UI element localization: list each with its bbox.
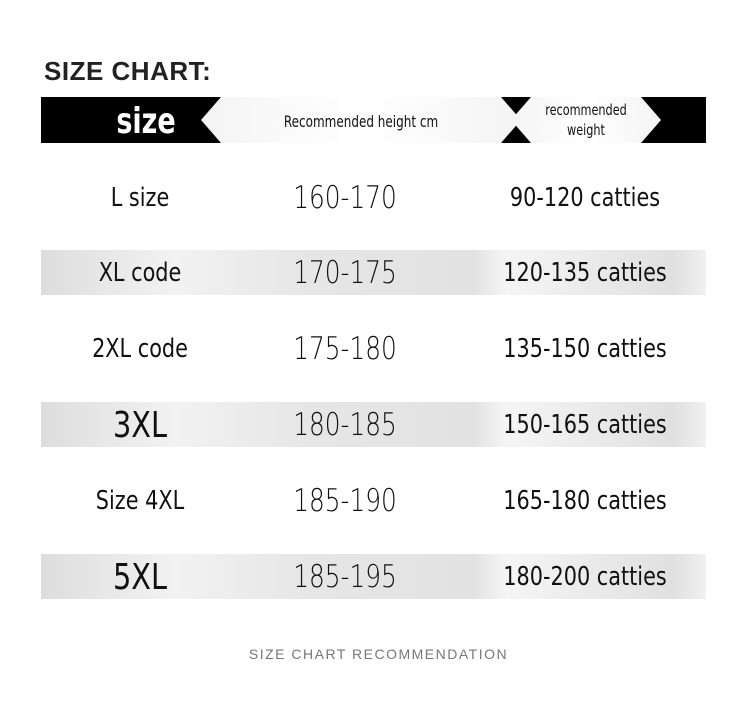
row-weight: 90-120 catties (509, 183, 661, 213)
row-size: Size 4XL (95, 486, 185, 516)
footer-caption: SIZE CHART RECOMMENDATION (248, 646, 509, 662)
header-highlight (201, 97, 521, 143)
chart-title: SIZE CHART: (44, 56, 212, 86)
header-highlight (511, 97, 661, 143)
row-height: 170-175 (293, 255, 397, 291)
row-band (41, 250, 706, 295)
header-height: Recommended height cm (283, 112, 439, 131)
row-height: 175-180 (293, 331, 397, 367)
row-height: 185-190 (293, 483, 397, 519)
row-size: L size (110, 183, 170, 213)
row-height: 160-170 (293, 180, 397, 216)
table-header: size Recommended height cm recommended we… (41, 97, 706, 143)
header-weight-line2: weight (567, 121, 605, 139)
row-size: XL code (98, 258, 182, 288)
row-size: 5XL (112, 557, 168, 598)
row-weight: 180-200 catties (503, 562, 667, 592)
row-size: 2XL code (92, 334, 188, 364)
row-weight: 120-135 catties (503, 258, 667, 288)
row-size: 3XL (112, 405, 168, 446)
header-weight-line1: recommended (545, 101, 627, 119)
row-band (41, 554, 706, 599)
row-weight: 150-165 catties (503, 410, 667, 440)
header-size: size (116, 101, 176, 142)
row-height: 185-195 (293, 559, 397, 595)
row-weight: 165-180 catties (503, 486, 667, 516)
row-weight: 135-150 catties (503, 334, 667, 364)
header-weight: recommended weight (530, 100, 643, 140)
row-band (41, 402, 706, 447)
row-height: 180-185 (293, 407, 397, 443)
